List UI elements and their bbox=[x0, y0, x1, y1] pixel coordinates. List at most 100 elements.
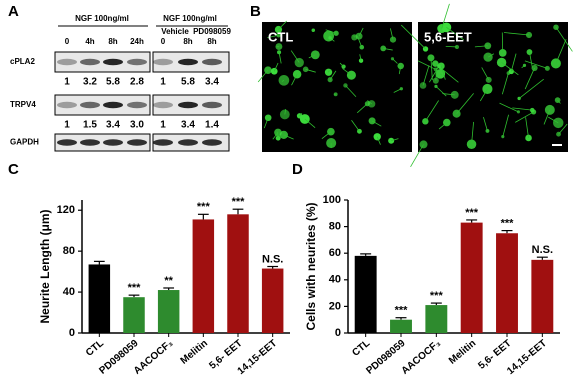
x-tick-label: CTL bbox=[84, 338, 106, 359]
neurite bbox=[524, 67, 535, 90]
neurite bbox=[359, 54, 362, 61]
row-label: cPLA2 bbox=[10, 57, 35, 66]
condition-label: PD098059 bbox=[193, 27, 231, 36]
quant: 1 bbox=[160, 120, 166, 131]
blot bbox=[54, 133, 151, 152]
neurite bbox=[440, 65, 446, 80]
cell-body bbox=[270, 67, 278, 75]
bar bbox=[531, 259, 554, 333]
micrograph bbox=[262, 22, 412, 152]
band bbox=[153, 139, 173, 146]
neurite bbox=[512, 107, 533, 111]
neurite bbox=[438, 122, 448, 130]
blot bbox=[54, 51, 151, 73]
panel-label: A bbox=[8, 3, 19, 20]
cell-body bbox=[368, 117, 376, 125]
neurite bbox=[501, 62, 519, 76]
neurite bbox=[417, 60, 436, 70]
significance: *** bbox=[430, 290, 444, 302]
neurite bbox=[441, 3, 450, 29]
cell-body bbox=[294, 57, 304, 68]
neurite bbox=[558, 123, 568, 135]
cell-body bbox=[498, 49, 507, 57]
band bbox=[202, 101, 222, 109]
cell-body bbox=[427, 54, 435, 62]
neurite bbox=[257, 69, 269, 83]
neurite bbox=[524, 60, 548, 69]
neurite bbox=[304, 118, 316, 128]
panel-label: C bbox=[8, 161, 19, 178]
quant: 1.4 bbox=[205, 120, 219, 131]
bar bbox=[157, 290, 180, 333]
group-header: NGF 100ng/ml bbox=[75, 14, 129, 23]
band bbox=[80, 101, 100, 109]
neurite bbox=[510, 53, 517, 72]
band bbox=[178, 58, 198, 66]
neurons bbox=[400, 3, 573, 168]
neurite bbox=[311, 30, 314, 32]
neurite bbox=[518, 78, 544, 99]
panel-label: D bbox=[292, 161, 303, 178]
band bbox=[57, 58, 77, 66]
significance: *** bbox=[197, 201, 211, 213]
neurons bbox=[257, 20, 404, 149]
neurite bbox=[299, 113, 303, 117]
image-label: 5,6-EET bbox=[424, 29, 472, 44]
neurite bbox=[471, 121, 474, 145]
condition-label: Vehicle bbox=[161, 27, 189, 36]
lane-label: 0 bbox=[161, 37, 166, 46]
band bbox=[103, 101, 123, 109]
neurite bbox=[429, 66, 440, 83]
neurite bbox=[390, 28, 394, 40]
significance: ** bbox=[164, 275, 173, 287]
bar bbox=[496, 233, 518, 333]
y-tick-label: 80 bbox=[63, 245, 75, 257]
neurite bbox=[263, 117, 269, 129]
neurite bbox=[328, 33, 333, 37]
band bbox=[127, 101, 147, 109]
neurite bbox=[328, 70, 330, 73]
neurite bbox=[446, 27, 465, 41]
neurite bbox=[272, 132, 279, 140]
quant: 5.8 bbox=[181, 77, 195, 88]
x-tick-label: Melitin bbox=[179, 338, 210, 367]
quant: 1.5 bbox=[83, 120, 97, 131]
quant: 1 bbox=[160, 77, 166, 88]
row-label: TRPV4 bbox=[10, 100, 36, 109]
neurite bbox=[281, 79, 285, 82]
neurite bbox=[440, 73, 442, 76]
y-tick-label: 60 bbox=[329, 247, 341, 259]
neurite bbox=[502, 114, 509, 137]
neurite bbox=[529, 51, 533, 68]
neurite bbox=[487, 53, 495, 58]
cell-body bbox=[279, 109, 290, 120]
bar bbox=[261, 268, 284, 333]
quant: 5.8 bbox=[106, 77, 120, 88]
neurite bbox=[483, 117, 488, 131]
neurite bbox=[515, 111, 534, 123]
neurite bbox=[445, 45, 457, 48]
neurite bbox=[278, 20, 287, 30]
y-axis-title: Neurite Length (μm) bbox=[38, 209, 52, 323]
band bbox=[57, 139, 77, 146]
lane-label: 8h bbox=[108, 37, 117, 46]
neurite bbox=[521, 65, 525, 69]
band bbox=[103, 58, 123, 66]
x-tick-label: Melitin bbox=[447, 338, 478, 367]
y-tick-label: 0 bbox=[335, 327, 341, 339]
band bbox=[80, 58, 100, 66]
quant: 3.0 bbox=[130, 120, 144, 131]
lane-label: 4h bbox=[85, 37, 94, 46]
neurite bbox=[273, 62, 279, 72]
y-axis-title: Cells with neurites (%) bbox=[304, 202, 318, 330]
cell-body bbox=[529, 107, 535, 113]
y-tick-label: 80 bbox=[329, 221, 341, 233]
cell-body bbox=[419, 82, 427, 89]
cell-body bbox=[373, 133, 381, 141]
neurite bbox=[548, 116, 559, 124]
band bbox=[127, 58, 147, 66]
micrograph bbox=[418, 22, 568, 152]
significance: *** bbox=[395, 305, 409, 317]
neurite bbox=[557, 99, 561, 104]
